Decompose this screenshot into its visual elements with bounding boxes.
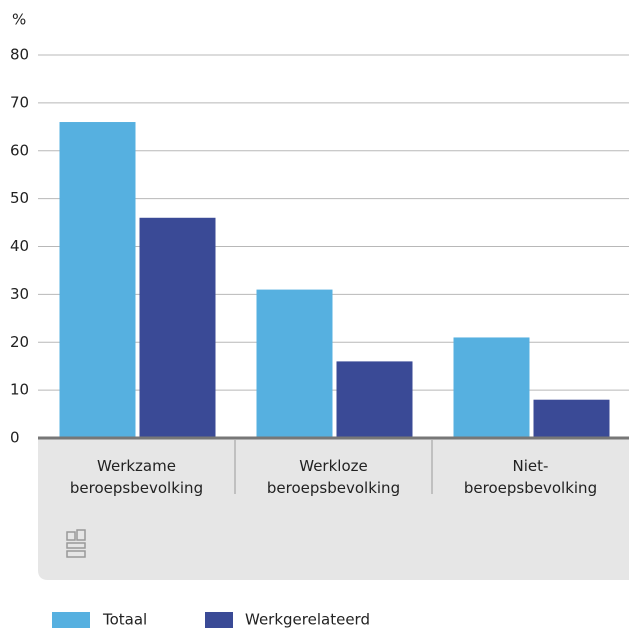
- x-tick-label: Niet-beroepsbevolking: [464, 457, 597, 497]
- y-tick-label: 30: [10, 285, 29, 303]
- bar: [256, 289, 333, 438]
- bar: [336, 361, 413, 438]
- y-tick-label: 10: [10, 381, 29, 399]
- category-panel: [38, 438, 629, 580]
- y-tick-label: 60: [10, 141, 29, 159]
- y-unit: %: [12, 11, 26, 29]
- x-tick-line: Niet-: [513, 457, 549, 475]
- x-tick-line: beroepsbevolking: [267, 479, 400, 497]
- legend-swatch: [52, 612, 90, 628]
- bar: [59, 122, 136, 439]
- y-tick-label: 20: [10, 333, 29, 351]
- bar: [453, 337, 530, 438]
- x-tick-line: beroepsbevolking: [70, 479, 203, 497]
- x-tick-label: Werkzame beroepsbevolking: [70, 457, 203, 497]
- legend-label: Totaal: [102, 611, 147, 628]
- x-tick-line: Werkzame: [97, 457, 176, 475]
- legend-label: Werkgerelateerd: [245, 611, 370, 628]
- cbs-logo: [66, 529, 86, 558]
- x-tick-line: beroepsbevolking: [464, 479, 597, 497]
- x-tick-line: Werkloze: [299, 457, 367, 475]
- y-tick-label: 50: [10, 189, 29, 207]
- y-tick-label: 0: [10, 429, 20, 447]
- legend-swatch: [205, 612, 233, 628]
- y-tick-label: 40: [10, 237, 29, 255]
- y-tick-label: 80: [10, 46, 29, 64]
- x-tick-label: Werkloze beroepsbevolking: [267, 457, 400, 497]
- bar: [139, 217, 216, 438]
- bar: [533, 399, 610, 438]
- y-tick-label: 70: [10, 93, 29, 111]
